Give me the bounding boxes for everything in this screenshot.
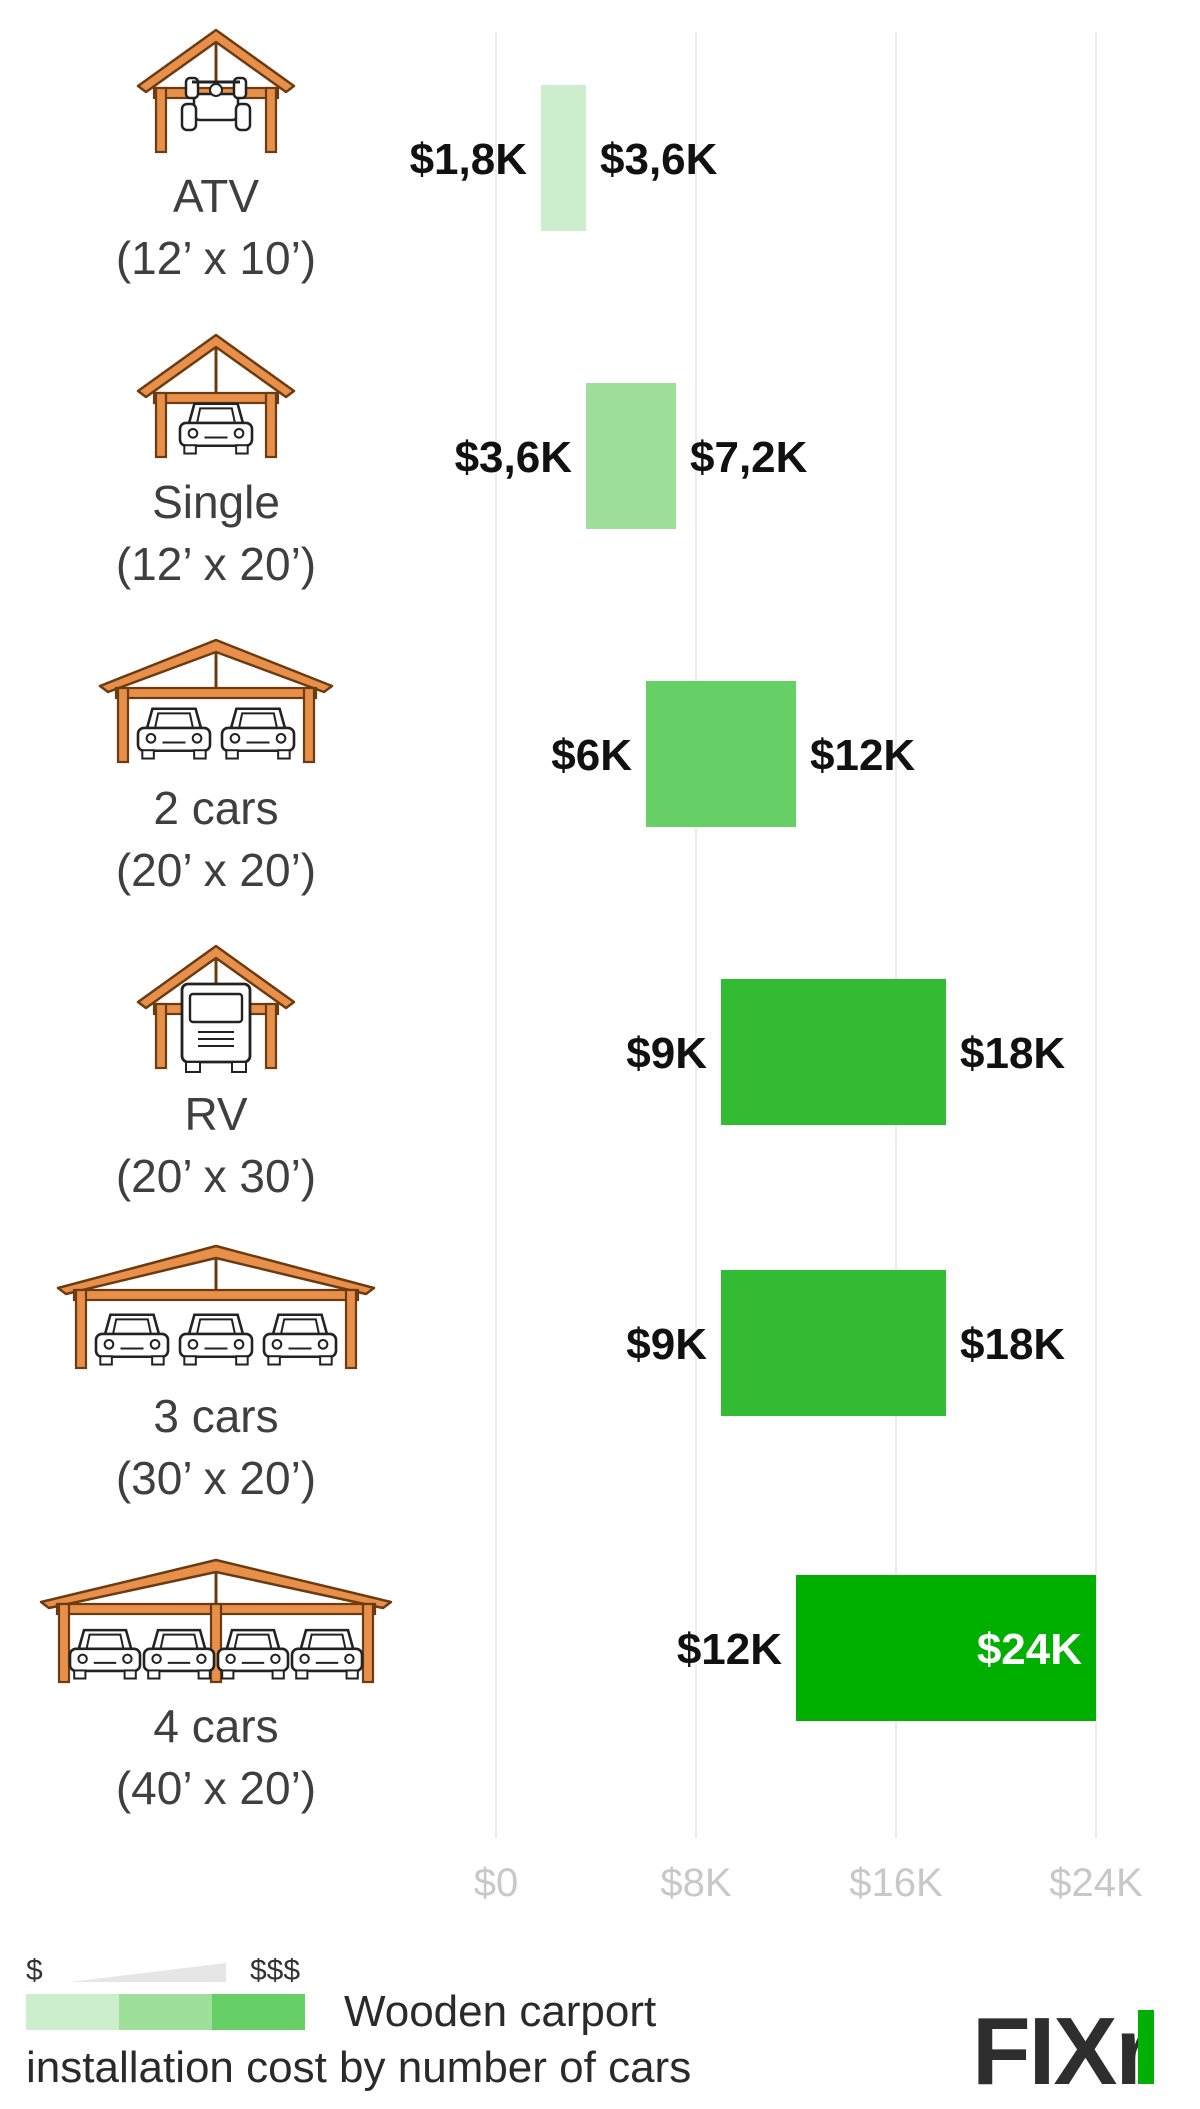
min-value-label: $12K: [677, 1625, 782, 1674]
x-tick-label: $8K: [660, 1861, 731, 1905]
logo-accent: [1138, 2010, 1154, 2084]
category-name: 2 cars: [153, 782, 278, 834]
car-icon: [142, 1628, 216, 1680]
single-car-carport-icon: [136, 333, 296, 459]
two-car-carport-icon: [98, 638, 334, 764]
legend-swatches: [26, 1994, 305, 2030]
category-name: 4 cars: [153, 1700, 278, 1752]
fixr-logo: FIXr: [972, 1998, 1154, 2105]
min-value-label: $1,8K: [410, 135, 528, 184]
range-bar: [541, 85, 586, 231]
category-size: (20’ x 30’): [116, 1150, 316, 1202]
min-value-label: $6K: [551, 731, 632, 780]
range-bar: [796, 1575, 1096, 1721]
category-size: (40’ x 20’): [116, 1762, 316, 1814]
category-name: 3 cars: [153, 1390, 278, 1442]
min-value-label: $3,6K: [455, 433, 573, 482]
max-value-label: $18K: [960, 1029, 1065, 1078]
category-size: (30’ x 20’): [116, 1452, 316, 1504]
car-icon: [178, 1313, 254, 1366]
min-value-label: $9K: [626, 1320, 707, 1369]
x-tick-label: $16K: [849, 1861, 943, 1905]
max-value-label: $24K: [977, 1625, 1082, 1674]
x-axis-ticks: $0 $8K $16K $24K: [474, 1861, 1143, 1905]
x-tick-label: $24K: [1049, 1861, 1143, 1905]
logo-text: FIXr: [972, 1998, 1151, 2105]
car-icon: [290, 1628, 364, 1680]
legend-title-line1: Wooden carport: [344, 1987, 656, 2036]
category-size: (12’ x 20’): [116, 538, 316, 590]
car-icon: [262, 1313, 338, 1366]
car-icon: [216, 1628, 290, 1680]
range-bar: [721, 1270, 946, 1416]
legend-high-symbol: $$$: [250, 1954, 300, 1987]
max-value-label: $12K: [810, 731, 915, 780]
atv-icon: [180, 76, 252, 132]
carport-icons: [39, 28, 393, 1684]
range-bars: [541, 85, 1096, 1721]
car-icon: [178, 402, 254, 455]
range-bar: [721, 979, 946, 1125]
four-car-carport-icon: [39, 1558, 393, 1684]
max-value-label: $7,2K: [690, 433, 808, 482]
legend-low-symbol: $: [26, 1954, 43, 1987]
rv-carport-icon: [136, 944, 296, 1073]
rv-icon: [180, 982, 252, 1073]
grid-lines: [495, 32, 1097, 1838]
atv-carport-icon: [136, 28, 296, 154]
legend: $ $$$ Wooden carport installation cost b…: [26, 1954, 691, 2092]
value-labels: $1,8K $3,6K ATV (12’ x 10’) $3,6K $7,2K Single…: [116, 135, 1082, 1814]
max-value-label: $18K: [960, 1320, 1065, 1369]
max-value-label: $3,6K: [600, 135, 718, 184]
legend-swatch: [212, 1994, 305, 2030]
min-value-label: $9K: [626, 1029, 707, 1078]
car-icon: [68, 1628, 142, 1680]
legend-swatch: [26, 1994, 119, 2030]
category-name: RV: [184, 1088, 247, 1140]
car-icon: [136, 707, 212, 760]
category-size: (12’ x 10’): [116, 232, 316, 284]
car-icon: [220, 707, 296, 760]
legend-title-line2: installation cost by number of cars: [26, 2043, 691, 2092]
x-tick-label: $0: [474, 1861, 519, 1905]
car-icon: [94, 1313, 170, 1366]
range-bar: [646, 681, 796, 827]
category-name: Single: [152, 476, 280, 528]
legend-wedge: [70, 1963, 226, 1982]
category-size: (20’ x 20’): [116, 844, 316, 896]
legend-swatch: [119, 1994, 212, 2030]
range-bar: [586, 383, 676, 529]
category-name: ATV: [173, 170, 259, 222]
three-car-carport-icon: [56, 1244, 376, 1370]
